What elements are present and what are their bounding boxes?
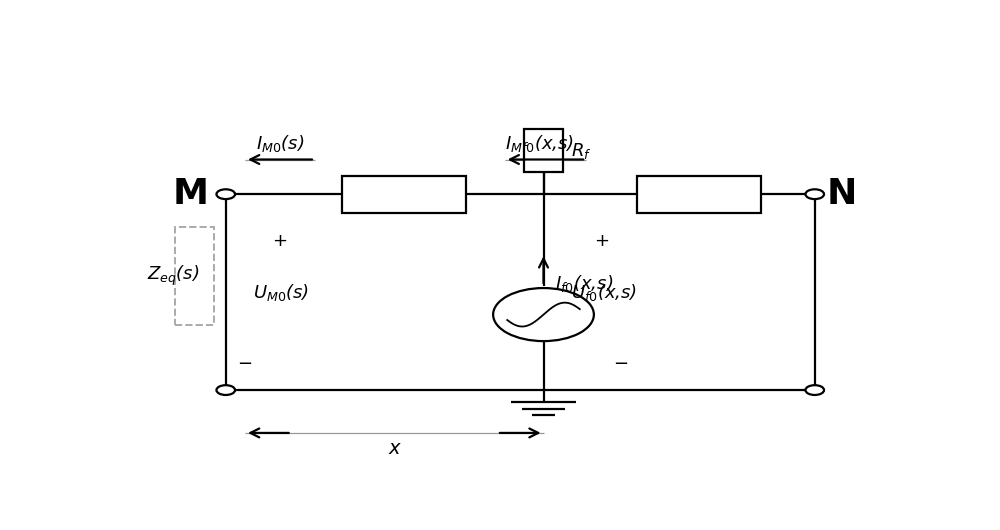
Circle shape (805, 385, 824, 395)
Bar (175, 227, 214, 325)
Text: $I_{Mf0}$(x,s): $I_{Mf0}$(x,s) (505, 132, 574, 154)
Circle shape (216, 385, 235, 395)
Text: $I_{f0}$(x,s): $I_{f0}$(x,s) (555, 273, 613, 295)
Circle shape (216, 189, 235, 199)
Text: $U_{f0}$(x,s): $U_{f0}$(x,s) (571, 281, 637, 303)
Text: $I_{M0}$(s): $I_{M0}$(s) (256, 132, 304, 154)
Text: N: N (827, 177, 857, 211)
Text: +: + (272, 232, 288, 250)
Bar (637, 176, 761, 213)
Text: $Z_{eq}$(s): $Z_{eq}$(s) (147, 264, 199, 288)
Text: $R_f$: $R_f$ (571, 140, 591, 161)
Circle shape (493, 288, 594, 341)
Text: M: M (173, 177, 209, 211)
Text: −: − (613, 355, 629, 373)
Text: +: + (594, 232, 609, 250)
Circle shape (805, 189, 824, 199)
Text: $U_{M0}$(s): $U_{M0}$(s) (253, 281, 309, 303)
Text: $x$: $x$ (388, 438, 402, 457)
Text: −: − (238, 355, 253, 373)
Bar (342, 176, 466, 213)
Bar (524, 129, 563, 172)
